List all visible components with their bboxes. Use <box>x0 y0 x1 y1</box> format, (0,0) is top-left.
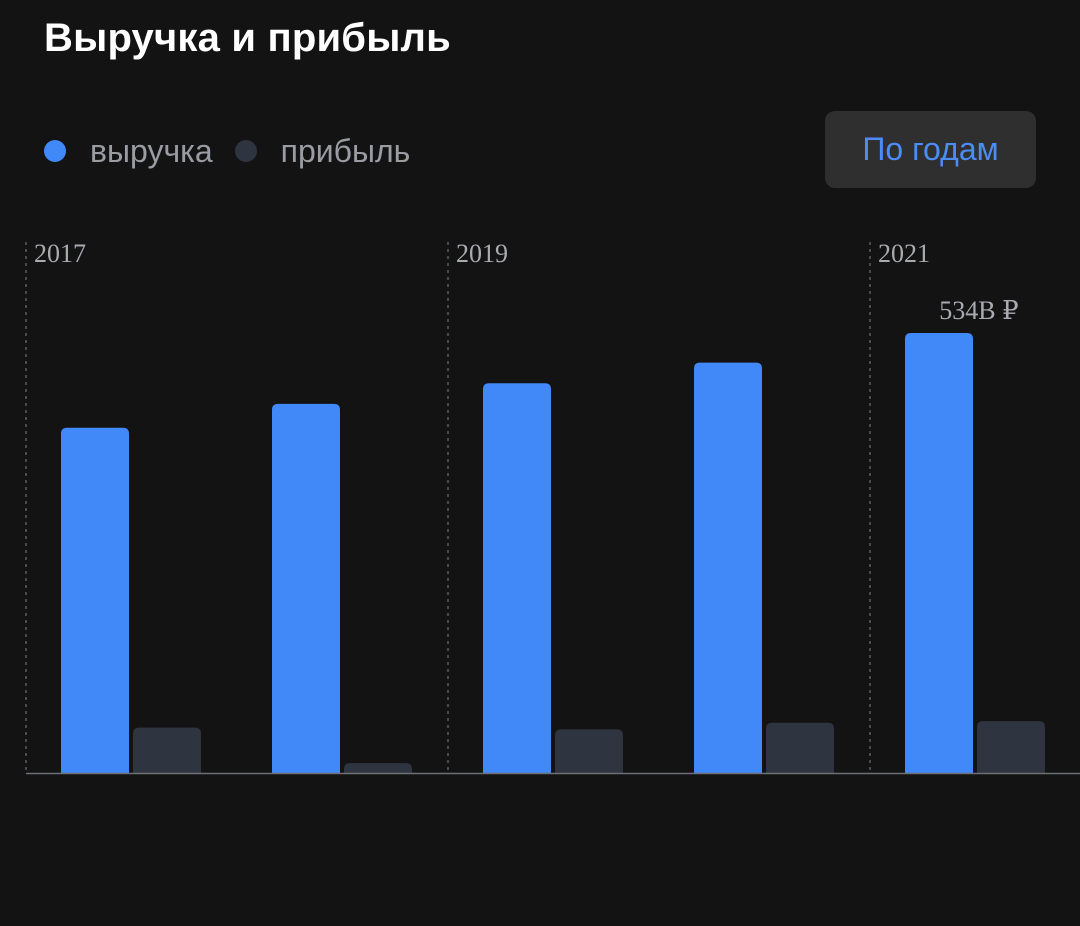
bars <box>61 333 1045 773</box>
year-label-2017: 2017 <box>34 239 86 268</box>
page-title: Выручка и прибыль <box>44 16 451 60</box>
legend-label-profit: прибыль <box>280 132 411 169</box>
grid-lines <box>25 242 871 773</box>
revenue-bar-2017 <box>61 427 129 773</box>
legend-item-revenue: выручка <box>44 133 213 170</box>
year-label-2019: 2019 <box>456 239 508 268</box>
profit-bar-2017 <box>133 727 201 773</box>
revenue-bar-2018 <box>272 403 340 773</box>
value-label-2021: 534B ₽ <box>939 296 1018 325</box>
period-by-years-button[interactable]: По годам <box>825 111 1036 188</box>
revenue-legend-dot-icon <box>44 140 66 162</box>
profit-bar-2020 <box>766 722 834 773</box>
legend-item-profit: прибыль <box>234 132 411 170</box>
revenue-bar-2020 <box>694 362 762 773</box>
revenue-bar-2021 <box>905 333 973 773</box>
legend-label-revenue: выручка <box>90 132 213 169</box>
profit-bar-2018 <box>344 763 412 773</box>
chart-labels: 2017 2019 2021 534B ₽ <box>34 239 1019 325</box>
profit-bar-2019 <box>555 729 623 773</box>
chart-legend: выручка прибыль <box>44 128 432 174</box>
profit-bar-2021 <box>977 721 1045 773</box>
revenue-bar-2019 <box>483 383 551 773</box>
profit-legend-dot-icon <box>234 140 257 162</box>
year-label-2021: 2021 <box>878 239 930 268</box>
